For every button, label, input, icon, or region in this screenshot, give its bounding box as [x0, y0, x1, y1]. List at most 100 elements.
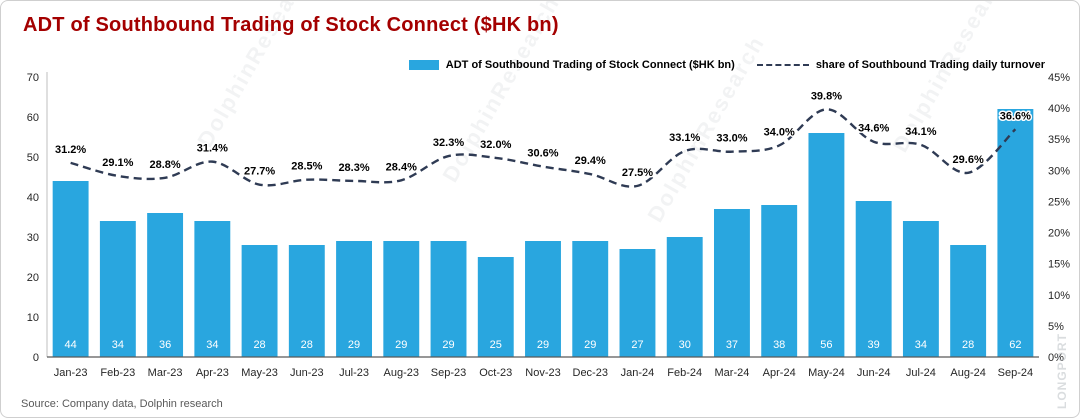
adt-bar	[241, 245, 278, 357]
legend-label-adt: ADT of Southbound Trading of Stock Conne…	[445, 59, 735, 71]
x-axis-label: Mar-23	[148, 367, 183, 379]
right-axis-tick: 0%	[1048, 352, 1064, 364]
adt-bar	[808, 133, 845, 357]
share-point-label: 27.7%	[244, 166, 275, 178]
right-axis-tick: 40%	[1048, 103, 1070, 115]
x-axis-label: Jun-24	[857, 367, 891, 379]
adt-bar	[99, 221, 136, 357]
adt-bar	[336, 241, 372, 357]
x-axis-label: Nov-23	[525, 367, 560, 379]
share-point-label: 28.3%	[338, 162, 369, 174]
share-point-label: 29.1%	[102, 157, 133, 169]
adt-bar	[288, 245, 325, 357]
right-axis-tick: 15%	[1048, 259, 1070, 271]
x-axis-label: Mar-24	[715, 367, 750, 379]
bar-value-label: 34	[915, 339, 927, 351]
bar-value-label: 29	[584, 339, 596, 351]
bar-value-label: 36	[159, 339, 171, 351]
adt-bar	[619, 249, 656, 357]
bar-swatch	[408, 60, 439, 70]
share-point-label: 34.0%	[764, 126, 795, 138]
x-axis-label: Oct-23	[479, 367, 512, 379]
page-title: ADT of Southbound Trading of Stock Conne…	[23, 14, 559, 36]
line-swatch	[756, 64, 809, 66]
share-point-label: 29.6%	[953, 154, 984, 166]
bar-value-label: 38	[773, 339, 785, 351]
bar-value-label: 44	[64, 339, 76, 351]
adt-bar	[383, 241, 420, 357]
bar-value-label: 28	[962, 339, 974, 351]
right-axis-tick: 30%	[1048, 165, 1070, 177]
bar-value-label: 30	[679, 339, 691, 351]
left-axis-tick: 0	[33, 352, 39, 364]
bar-value-label: 27	[631, 339, 643, 351]
bar-value-label: 25	[490, 339, 502, 351]
bar-value-label: 34	[206, 339, 218, 351]
share-point-label: 34.6%	[858, 123, 889, 135]
right-axis-tick: 45%	[1048, 72, 1070, 84]
share-point-label: 27.5%	[622, 167, 653, 179]
x-axis-label: May-24	[808, 367, 845, 379]
bar-value-label: 29	[395, 339, 407, 351]
x-axis-label: Aug-24	[950, 367, 985, 379]
share-point-label: 33.0%	[716, 133, 747, 145]
adt-bar	[714, 209, 750, 357]
share-point-label: 31.4%	[197, 143, 228, 155]
bar-value-label: 29	[442, 339, 454, 351]
adt-bar	[666, 237, 703, 357]
left-axis-tick: 30	[27, 232, 39, 244]
adt-bar	[525, 241, 561, 357]
chart-canvas: 0 10 20 30 40 50 60 70 0% 5% 10% 15% 20% 25% 30% 35% 40%…	[27, 72, 1070, 379]
bar-value-label: 28	[253, 339, 265, 351]
adt-bar	[52, 181, 89, 357]
left-axis-tick: 60	[27, 112, 39, 124]
x-axis-label: Sep-24	[998, 367, 1033, 379]
bar-value-label: 29	[537, 339, 549, 351]
x-axis-label: Apr-23	[196, 367, 229, 379]
adt-bar	[572, 241, 609, 357]
legend-item-adt: ADT of Southbound Trading of Stock Conne…	[408, 59, 735, 71]
left-axis-tick: 20	[27, 272, 39, 284]
share-point-label: 30.6%	[527, 148, 558, 160]
bar-value-label: 37	[726, 339, 738, 351]
left-axis-tick: 10	[27, 312, 39, 324]
x-axis-label: Jan-23	[54, 367, 88, 379]
share-point-label: 32.0%	[480, 139, 511, 151]
x-axis-label: Aug-23	[384, 367, 419, 379]
bar-value-label: 56	[820, 339, 832, 351]
share-point-label: 36.6%	[1000, 110, 1031, 122]
x-axis-label: Jul-24	[906, 367, 936, 379]
x-axis-label: Apr-24	[763, 367, 796, 379]
x-axis-label: Dec-23	[573, 367, 608, 379]
adt-bar	[194, 221, 231, 357]
source-note: Source: Company data, Dolphin research	[21, 398, 223, 410]
legend-item-share: share of Southbound Trading daily turnov…	[756, 59, 1045, 71]
share-point-label: 29.4%	[575, 155, 606, 167]
share-point-label: 39.8%	[811, 90, 842, 102]
adt-bar	[950, 245, 987, 357]
legend-label-share: share of Southbound Trading daily turnov…	[815, 59, 1045, 71]
bar-value-label: 39	[868, 339, 880, 351]
adt-bar	[997, 109, 1034, 357]
bar-value-label: 62	[1009, 339, 1021, 351]
chart-legend: ADT of Southbound Trading of Stock Conne…	[408, 59, 1045, 71]
bar-value-label: 28	[301, 339, 313, 351]
share-point-label: 28.8%	[149, 159, 180, 171]
right-axis-tick: 20%	[1048, 228, 1070, 240]
x-axis-label: Jun-23	[290, 367, 324, 379]
share-point-label: 28.5%	[291, 161, 322, 173]
adt-bar	[477, 257, 514, 357]
x-axis-label: Feb-24	[667, 367, 702, 379]
x-axis-label: Sep-23	[431, 367, 466, 379]
x-axis-label: May-23	[241, 367, 278, 379]
right-axis-tick: 35%	[1048, 134, 1070, 146]
adt-bar	[902, 221, 939, 357]
right-axis-tick: 5%	[1048, 321, 1064, 333]
share-point-label: 33.1%	[669, 132, 700, 144]
share-point-label: 34.1%	[905, 126, 936, 138]
left-axis-tick: 70	[27, 72, 39, 84]
share-line	[70, 108, 1017, 188]
adt-bar	[761, 205, 798, 357]
adt-bar	[430, 241, 467, 357]
